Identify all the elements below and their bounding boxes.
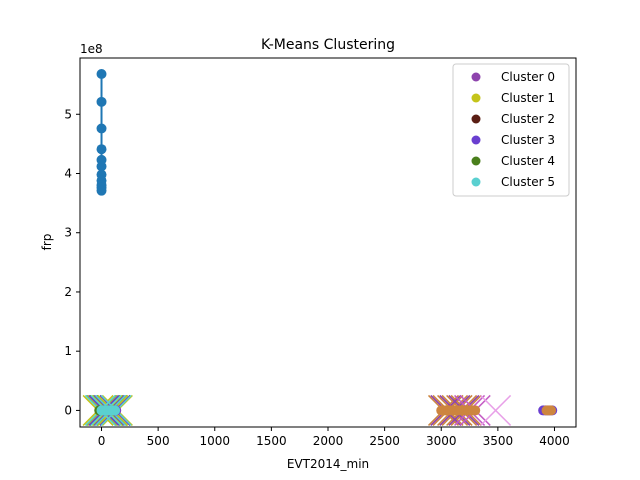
x-tick-label-7: 3500 — [483, 434, 514, 448]
y-tick-label-0: 0 — [64, 403, 72, 417]
y-tick-label-2: 2 — [64, 285, 72, 299]
cluster-point-5-8 — [110, 405, 121, 416]
x-axis-label: EVT2014_min — [287, 457, 369, 471]
frp-series-point-10 — [96, 185, 107, 196]
x-tick-label-6: 3000 — [426, 434, 457, 448]
plot-area — [82, 68, 558, 426]
legend-marker-4 — [471, 156, 481, 166]
cluster-point-8-2 — [546, 405, 557, 416]
data-marks — [82, 68, 558, 426]
y-tick-label-5: 5 — [64, 107, 72, 121]
x-tick-label-0: 0 — [98, 434, 106, 448]
legend-label-2: Cluster 2 — [501, 112, 555, 126]
cluster-point-6-15 — [470, 405, 481, 416]
y-offset-label: 1e8 — [80, 42, 103, 56]
legend-label-4: Cluster 4 — [501, 154, 555, 168]
x-tick-label-1: 500 — [147, 434, 170, 448]
x-tick-label-4: 2000 — [313, 434, 344, 448]
legend-label-0: Cluster 0 — [501, 70, 555, 84]
x-marker-7-0 — [480, 394, 512, 426]
x-tick-label-2: 1000 — [199, 434, 230, 448]
frp-series-point-3 — [96, 144, 107, 155]
legend: Cluster 0 Cluster 1 Cluster 2 Cluster 3 Clus… — [452, 63, 570, 197]
legend-label-1: Cluster 1 — [501, 91, 555, 105]
frp-series-point-5 — [96, 161, 107, 172]
y-tick-label-4: 4 — [64, 166, 72, 180]
legend-label-3: Cluster 3 — [501, 133, 555, 147]
y-axis-label: frp — [40, 234, 54, 251]
legend-box — [452, 63, 570, 197]
y-axis: 0 1 2 3 4 5 — [64, 107, 80, 417]
legend-label-5: Cluster 5 — [501, 175, 555, 189]
legend-marker-5 — [471, 177, 481, 187]
legend-marker-1 — [471, 93, 481, 103]
y-tick-label-1: 1 — [64, 344, 72, 358]
x-tick-label-8: 4000 — [539, 434, 570, 448]
x-tick-label-3: 1500 — [256, 434, 287, 448]
legend-marker-2 — [471, 114, 481, 124]
frp-series-point-0 — [96, 68, 107, 79]
x-marker-stroke — [480, 394, 512, 426]
y-tick-label-3: 3 — [64, 226, 72, 240]
frp-series-point-2 — [96, 123, 107, 134]
legend-marker-0 — [471, 72, 481, 82]
frp-series-point-1 — [96, 96, 107, 107]
x-tick-label-5: 2500 — [369, 434, 400, 448]
legend-marker-3 — [471, 135, 481, 145]
chart-title: K-Means Clustering — [261, 37, 395, 53]
x-axis: 0 500 1000 1500 2000 2500 3000 3500 4000 — [98, 427, 570, 448]
